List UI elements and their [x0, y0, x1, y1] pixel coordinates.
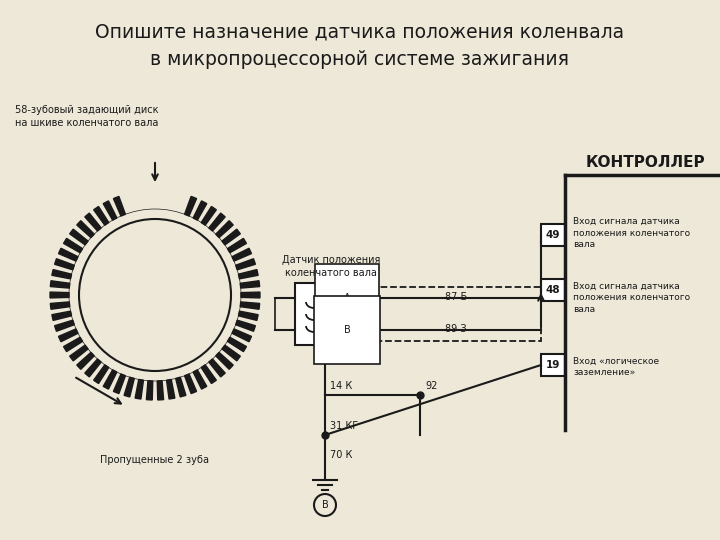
- Polygon shape: [176, 377, 186, 397]
- Polygon shape: [193, 370, 207, 389]
- Polygon shape: [184, 374, 197, 394]
- Polygon shape: [58, 248, 78, 261]
- Polygon shape: [184, 197, 197, 216]
- Polygon shape: [94, 206, 109, 225]
- Polygon shape: [50, 302, 70, 309]
- Text: Вход «логическое
заземление»: Вход «логическое заземление»: [573, 356, 659, 377]
- Text: в микропроцессорной системе зажигания: в микропроцессорной системе зажигания: [150, 50, 570, 69]
- Text: 70 К: 70 К: [330, 450, 352, 460]
- Polygon shape: [232, 329, 251, 342]
- Polygon shape: [70, 229, 88, 245]
- Polygon shape: [124, 377, 135, 397]
- Polygon shape: [228, 238, 246, 253]
- Polygon shape: [85, 213, 102, 231]
- Polygon shape: [235, 320, 256, 332]
- Polygon shape: [241, 292, 260, 298]
- Text: 19: 19: [546, 360, 560, 370]
- Bar: [295, 283, 367, 345]
- Polygon shape: [58, 329, 78, 342]
- Polygon shape: [209, 213, 225, 231]
- Polygon shape: [146, 381, 153, 400]
- Polygon shape: [222, 229, 240, 245]
- Text: 49: 49: [546, 230, 560, 240]
- Polygon shape: [222, 345, 240, 361]
- Text: А: А: [343, 293, 351, 303]
- Polygon shape: [50, 281, 70, 288]
- Polygon shape: [135, 380, 143, 399]
- Text: Пропущенные 2 зуба: Пропущенные 2 зуба: [101, 455, 210, 465]
- Text: Датчик положения
коленчатого вала: Датчик положения коленчатого вала: [282, 255, 380, 278]
- Polygon shape: [70, 345, 88, 361]
- Polygon shape: [157, 381, 163, 400]
- Bar: [541, 224, 565, 246]
- Text: 31 КГ: 31 КГ: [330, 421, 359, 431]
- Text: Вход сигнала датчика
положения коленчатого
вала: Вход сигнала датчика положения коленчато…: [573, 282, 690, 314]
- Polygon shape: [193, 201, 207, 220]
- Text: В: В: [322, 500, 328, 510]
- Polygon shape: [103, 370, 117, 389]
- Polygon shape: [52, 311, 71, 320]
- Polygon shape: [55, 320, 74, 332]
- Text: 58-зубовый задающий диск
на шкиве коленчатого вала: 58-зубовый задающий диск на шкиве коленч…: [15, 105, 158, 128]
- Polygon shape: [114, 197, 125, 216]
- Polygon shape: [94, 365, 109, 383]
- Polygon shape: [240, 302, 260, 309]
- Polygon shape: [235, 259, 256, 270]
- Text: 87 Б: 87 Б: [445, 292, 467, 302]
- Text: 92: 92: [425, 381, 437, 391]
- Polygon shape: [55, 259, 74, 270]
- Text: 48: 48: [546, 285, 560, 295]
- Polygon shape: [238, 311, 258, 320]
- Polygon shape: [63, 238, 83, 253]
- Text: В: В: [343, 325, 351, 335]
- Polygon shape: [52, 269, 71, 279]
- Polygon shape: [209, 359, 225, 377]
- Bar: [541, 354, 565, 376]
- Polygon shape: [216, 353, 233, 369]
- Text: 14 К: 14 К: [330, 381, 352, 391]
- Polygon shape: [77, 353, 94, 369]
- Polygon shape: [228, 338, 246, 352]
- Polygon shape: [202, 365, 216, 383]
- Polygon shape: [232, 248, 251, 261]
- Polygon shape: [216, 221, 233, 238]
- Polygon shape: [77, 221, 94, 238]
- Text: КОНТРОЛЛЕР: КОНТРОЛЛЕР: [585, 155, 705, 170]
- Polygon shape: [238, 269, 258, 279]
- Polygon shape: [166, 380, 175, 399]
- Polygon shape: [63, 338, 83, 352]
- Text: Вход сигнала датчика
положения коленчатого
вала: Вход сигнала датчика положения коленчато…: [573, 217, 690, 249]
- Polygon shape: [50, 292, 69, 298]
- Bar: [541, 279, 565, 301]
- Bar: [371, 287, 541, 341]
- Polygon shape: [240, 281, 260, 288]
- Polygon shape: [85, 359, 102, 377]
- Polygon shape: [202, 206, 216, 225]
- Text: Опишите назначение датчика положения коленвала: Опишите назначение датчика положения кол…: [96, 22, 624, 41]
- Polygon shape: [103, 201, 117, 220]
- Text: 89 З: 89 З: [445, 324, 467, 334]
- Polygon shape: [114, 374, 125, 394]
